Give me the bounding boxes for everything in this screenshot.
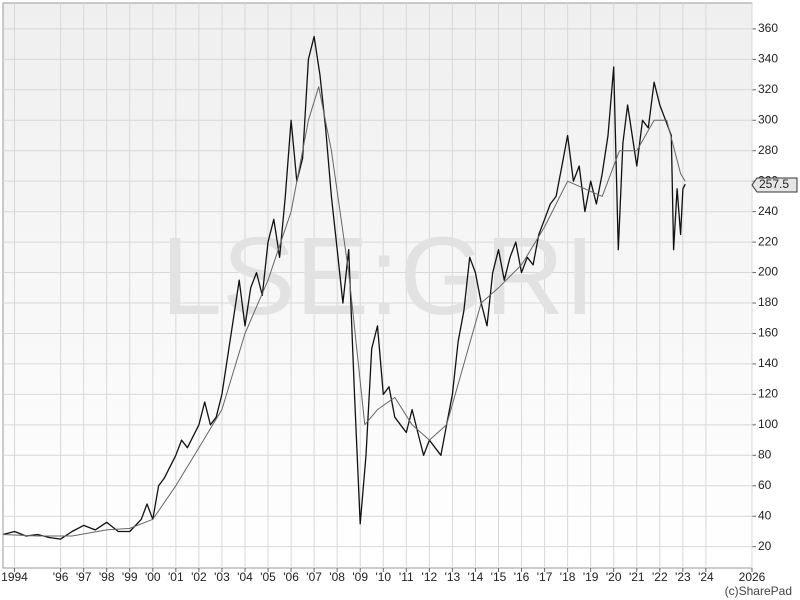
x-tick-label: '24 [698, 570, 714, 584]
price-line [2, 35, 686, 540]
x-tick-label: '14 [468, 570, 484, 584]
x-tick-label: 1994 [1, 570, 28, 584]
plot-area [2, 2, 753, 569]
x-tick-label: 2026 [739, 570, 766, 584]
y-tick-label: 340 [758, 52, 778, 66]
y-tick-label: 240 [758, 204, 778, 218]
x-tick-label: '00 [145, 570, 161, 584]
x-tick-label: '10 [375, 570, 391, 584]
x-tick-label: '16 [514, 570, 530, 584]
x-tick-label: '02 [191, 570, 207, 584]
y-tick-label: 80 [758, 447, 772, 461]
x-tick-label: '12 [422, 570, 438, 584]
x-tick-label: '20 [606, 570, 622, 584]
x-tick-label: '97 [76, 570, 92, 584]
watermark: LSE:GRI [161, 215, 595, 338]
x-tick-label: '11 [399, 570, 414, 584]
y-tick-label: 40 [758, 508, 772, 522]
x-tick-label: '18 [560, 570, 576, 584]
y-tick-label: 20 [758, 539, 772, 553]
y-tick-label: 120 [758, 387, 778, 401]
x-tick-label: '06 [283, 570, 299, 584]
x-tick-label: '19 [583, 570, 599, 584]
x-tick-label: '17 [537, 570, 553, 584]
x-tick-label: '98 [99, 570, 115, 584]
y-tick-label: 100 [758, 417, 778, 431]
x-tick-label: '01 [168, 570, 184, 584]
x-tick-label: '21 [629, 570, 645, 584]
x-tick-label: '09 [352, 570, 368, 584]
x-tick-label: '03 [214, 570, 230, 584]
price-flag [751, 177, 798, 193]
credit: (c)SharePad [725, 584, 792, 598]
x-tick-label: '04 [237, 570, 253, 584]
price-flag-label: 257.5 [759, 177, 789, 191]
y-tick-label: 180 [758, 295, 778, 309]
x-tick-label: '13 [445, 570, 461, 584]
y-tick-label: 60 [758, 478, 772, 492]
y-tick-label: 300 [758, 112, 778, 126]
x-tick-label: '07 [306, 570, 322, 584]
y-tick-label: 140 [758, 356, 778, 370]
y-tick-label: 160 [758, 326, 778, 340]
y-tick-label: 280 [758, 143, 778, 157]
y-tick-label: 320 [758, 82, 778, 96]
x-tick-label: '15 [491, 570, 507, 584]
x-tick-label: '08 [329, 570, 345, 584]
price-line [2, 86, 686, 537]
x-tick-label: '99 [122, 570, 138, 584]
y-tick-label: 220 [758, 234, 778, 248]
x-tick-label: '96 [53, 570, 69, 584]
x-tick-label: '23 [675, 570, 691, 584]
y-tick-label: 200 [758, 265, 778, 279]
x-tick-label: '05 [260, 570, 276, 584]
x-tick-label: '22 [652, 570, 668, 584]
y-tick-label: 360 [758, 21, 778, 35]
